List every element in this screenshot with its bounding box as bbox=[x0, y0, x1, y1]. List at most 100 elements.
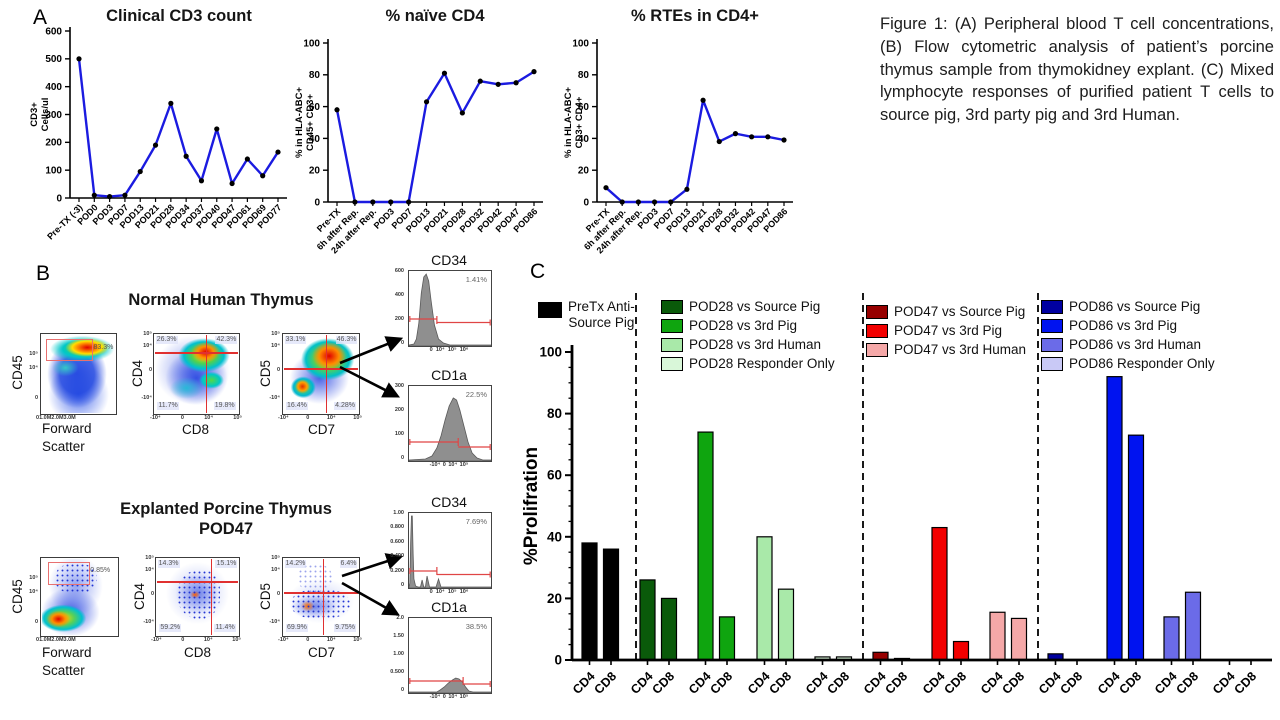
scatter-dots bbox=[290, 589, 350, 619]
legend-item: POD47 vs 3rd Pig bbox=[866, 323, 1026, 338]
svg-text:CD3+: CD3+ bbox=[29, 102, 40, 127]
svg-text:CD8: CD8 bbox=[1232, 669, 1260, 697]
tick-label: 1.0M bbox=[39, 415, 52, 421]
tick-label: 200 bbox=[394, 407, 404, 413]
tick-label: 0 bbox=[442, 694, 446, 700]
hist-y-ticks: 1.00 0.800 0.600 0.400 0.200 0 bbox=[384, 510, 404, 588]
data-point bbox=[91, 192, 97, 198]
data-point bbox=[495, 81, 501, 87]
svg-text:20: 20 bbox=[578, 166, 590, 177]
tick-label: 0 bbox=[400, 455, 404, 461]
x-axis-label-cd7: CD7 bbox=[308, 422, 336, 437]
data-point bbox=[459, 110, 465, 116]
data-point bbox=[275, 149, 281, 155]
tick-label: 10⁵ bbox=[143, 331, 152, 337]
cd8-x-ticks: -10⁴ 0 10⁴ 10⁵ bbox=[150, 415, 242, 421]
data-point bbox=[76, 56, 82, 62]
hist-title-cd34-human: CD34 bbox=[431, 252, 467, 268]
tick-label: 10⁴ bbox=[435, 589, 445, 595]
data-point bbox=[244, 156, 250, 162]
scatter-dots bbox=[176, 570, 220, 619]
quadrant-line-horizontal bbox=[157, 581, 238, 583]
y-axis-label-cd45: CD45 bbox=[9, 579, 25, 614]
legend-label: POD28 vs 3rd Pig bbox=[689, 318, 798, 333]
svg-text:CD4: CD4 bbox=[861, 669, 889, 697]
cd45-y-ticks: 10⁵ 10⁴ 0 bbox=[24, 333, 38, 413]
legend-item: POD47 vs Source Pig bbox=[866, 304, 1026, 319]
tick-label: 10⁵ bbox=[29, 575, 38, 581]
quad-bottom-left: 69.9% bbox=[286, 624, 308, 633]
bar-pretx-anti-source-pig-cd8 bbox=[602, 548, 620, 661]
gate-percentage: 83.3% bbox=[93, 344, 114, 352]
svg-text:500: 500 bbox=[45, 54, 62, 65]
legend-label: POD47 vs 3rd Human bbox=[894, 342, 1027, 357]
legend-label: POD86 vs 3rd Human bbox=[1069, 337, 1202, 352]
tick-label: 10⁴ bbox=[271, 343, 280, 349]
arrows-overlay bbox=[339, 336, 404, 616]
svg-text:0: 0 bbox=[314, 197, 320, 208]
tick-label: 10⁴ bbox=[203, 637, 213, 643]
arrow-to-cd34-porcine bbox=[341, 553, 404, 578]
legend-label-line: PreTx Anti- bbox=[568, 299, 635, 314]
legend-item: POD86 vs 3rd Pig bbox=[1041, 318, 1215, 333]
row2-title-line1: Explanted Porcine Thymus bbox=[120, 500, 332, 518]
tick-label: 0.500 bbox=[390, 669, 404, 675]
flow-plot-cd45-fsc-human: 83.3% bbox=[40, 333, 117, 415]
svg-text:40: 40 bbox=[578, 134, 590, 145]
tick-label: 10⁴ bbox=[204, 415, 214, 421]
legend-item: POD28 vs 3rd Human bbox=[661, 337, 835, 352]
tick-label: 0 bbox=[306, 637, 310, 643]
quad-bottom-left: 16.4% bbox=[286, 401, 308, 410]
svg-text:% RTEs in CD4+: % RTEs in CD4+ bbox=[631, 7, 759, 25]
legend-label: POD86 vs 3rd Pig bbox=[1069, 318, 1178, 333]
flow-plot-cd45-fsc-porcine: 0.85% bbox=[40, 557, 119, 637]
svg-text:CD4: CD4 bbox=[1036, 669, 1064, 697]
tick-label: 10⁶ bbox=[459, 347, 469, 353]
tick-label: 10⁵ bbox=[233, 415, 242, 421]
quad-bottom-right: 11.4% bbox=[214, 624, 236, 633]
cd45-y-ticks: 10⁵ 10⁴ 0 bbox=[24, 557, 38, 635]
tick-label: 0 bbox=[276, 591, 280, 597]
tick-label: 10⁵ bbox=[353, 637, 362, 643]
data-point bbox=[352, 199, 358, 205]
bar-pod28-vs-3rd-human-cd4 bbox=[756, 536, 773, 661]
cd7-x-ticks: -10⁴ 0 10⁴ 10⁵ bbox=[278, 637, 362, 643]
svg-text:CD8: CD8 bbox=[883, 669, 911, 697]
tick-label: 10⁴ bbox=[448, 462, 458, 468]
legend-item: POD28 vs 3rd Pig bbox=[661, 318, 835, 333]
tick-label: 10⁴ bbox=[435, 347, 445, 353]
tick-label: 10⁴ bbox=[145, 567, 154, 573]
tick-label: 200 bbox=[394, 316, 404, 322]
svg-text:CD4: CD4 bbox=[628, 669, 656, 697]
tick-label: 1.00 bbox=[393, 651, 404, 657]
scatter-dots-sparse bbox=[298, 564, 333, 592]
tick-label: 10⁵ bbox=[271, 555, 280, 561]
panel-c-label: C bbox=[530, 260, 546, 283]
tick-label: -10⁴ bbox=[278, 415, 289, 421]
svg-text:CD4: CD4 bbox=[1095, 669, 1123, 697]
svg-text:CD8: CD8 bbox=[1000, 669, 1028, 697]
svg-text:Cells/ul: Cells/ul bbox=[40, 98, 51, 132]
data-point bbox=[334, 107, 340, 113]
legend-pod47: POD47 vs Source Pig POD47 vs 3rd Pig POD47… bbox=[866, 304, 1026, 357]
data-point bbox=[122, 192, 128, 198]
tick-label: 300 bbox=[394, 383, 404, 389]
svg-text:CD8: CD8 bbox=[942, 669, 970, 697]
density-cloud bbox=[42, 559, 117, 635]
tick-label: 0 bbox=[34, 619, 38, 625]
rte-svg: % RTEs in CD4+ 0 20 40 60 80 100 % in HLA-ABC+ C… bbox=[563, 7, 793, 256]
tick-label: 10⁵ bbox=[145, 555, 154, 561]
tick-label: 0.800 bbox=[390, 524, 404, 531]
svg-text:CD8: CD8 bbox=[825, 669, 853, 697]
tick-label: 10⁵ bbox=[459, 462, 469, 468]
data-point bbox=[732, 131, 739, 137]
tick-label: 0.400 bbox=[390, 553, 404, 560]
data-point bbox=[388, 199, 394, 205]
svg-text:60: 60 bbox=[578, 102, 590, 113]
legend-pod86: POD86 vs Source Pig POD86 vs 3rd Pig POD86… bbox=[1041, 299, 1215, 371]
tick-label: 10⁵ bbox=[447, 347, 457, 353]
hist-x-ticks: 0 10⁴ 10⁵ 10⁶ bbox=[404, 589, 494, 595]
tick-label: 10⁴ bbox=[448, 694, 458, 700]
quad-top-left: 26.3% bbox=[155, 336, 178, 345]
legend-swatch bbox=[538, 302, 562, 318]
